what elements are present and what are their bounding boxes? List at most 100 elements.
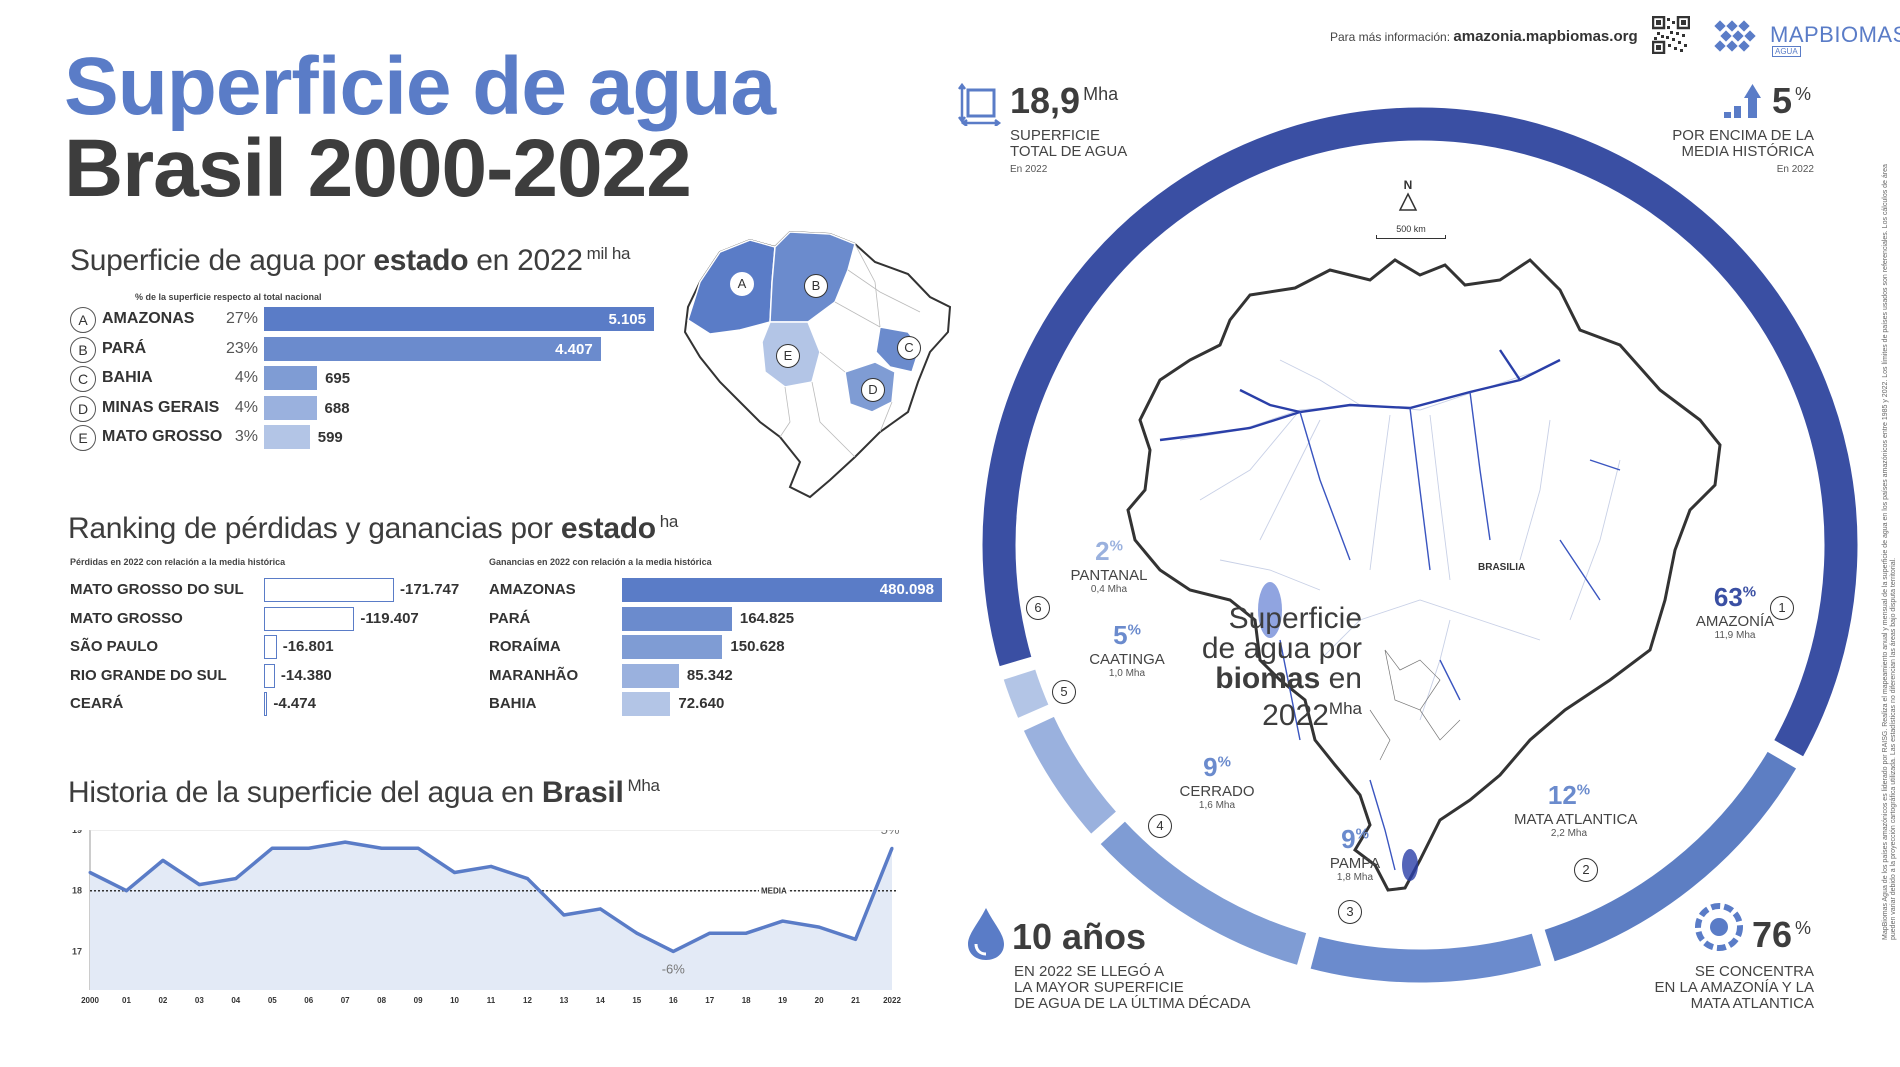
state-bar	[264, 307, 654, 331]
stat-surface-label1: SUPERFICIE	[1010, 127, 1101, 144]
stat-decade-label1: EN 2022 SE LLEGÓ A	[1014, 963, 1165, 980]
state-bar	[264, 395, 317, 420]
biome-name: PAMPA	[1329, 855, 1381, 872]
history-x-tick: 07	[341, 996, 350, 1005]
map-letter-a: A	[730, 272, 754, 296]
history-section-title: Historia de la superficie del agua en Br…	[68, 776, 660, 809]
history-annotation: 4%	[336, 830, 355, 831]
biome-pct: 63%	[1713, 582, 1757, 612]
biome-label: 12% MATA ATLANTICA 2,2 Mha	[1514, 780, 1637, 839]
history-annotation: -6%	[662, 961, 686, 976]
biome-mha: 1,8 Mha	[1336, 872, 1374, 883]
capital-label: BRASILIA	[1478, 562, 1526, 573]
map-letter-d: D	[861, 378, 885, 402]
biome-label: 9% CERRADO 1,6 Mha	[1162, 752, 1272, 811]
biome-number: 5	[1052, 680, 1076, 704]
qr-code-icon	[1651, 15, 1691, 55]
brand-name: MAPBIOMAS	[1770, 22, 1900, 47]
history-x-tick: 13	[559, 996, 568, 1005]
donut-slice	[1093, 814, 1313, 972]
donut-slice	[977, 102, 1863, 764]
history-x-tick: 15	[632, 996, 641, 1005]
state-name: PARÁ	[102, 339, 147, 357]
stat-above-label2: MEDIA HISTÓRICA	[1681, 143, 1814, 160]
loss-bar	[264, 635, 277, 659]
history-point	[416, 846, 420, 850]
history-y-tick: 19	[72, 830, 82, 835]
history-point	[744, 931, 748, 935]
history-point	[453, 871, 457, 874]
side-note: MapBiomas Agua de los países amazónicos …	[1882, 164, 1897, 940]
biomes-title: Superficie de agua por biomas en 2022Mha	[1201, 602, 1362, 732]
biome-number: 6	[1026, 596, 1050, 620]
history-point	[598, 907, 602, 911]
history-point	[671, 949, 675, 953]
state-name: BAHIA	[102, 369, 153, 386]
history-point	[562, 913, 566, 917]
stat-concentration-label2: EN LA AMAZONÍA Y LA	[1654, 979, 1814, 996]
gain-bar	[622, 692, 671, 716]
state-value: 695	[325, 370, 351, 387]
stat-concentration-label1: SE CONCENTRA	[1694, 963, 1814, 980]
map-letter-e: E	[776, 344, 800, 368]
donut-slice	[997, 663, 1055, 725]
history-point	[781, 919, 785, 923]
history-x-tick: 03	[195, 996, 204, 1005]
history-point	[124, 889, 128, 893]
history-x-tick: 06	[304, 996, 313, 1005]
biome-label: 63% AMAZONÍA 11,9 Mha	[1680, 582, 1790, 641]
history-x-tick: 10	[450, 996, 459, 1005]
biome-label: 9% PAMPA 1,8 Mha	[1300, 824, 1410, 883]
loss-value: -16.801	[282, 638, 334, 655]
history-annotation: 5%	[881, 830, 900, 837]
donut-slice	[1304, 927, 1548, 988]
biome-pct: 12%	[1547, 780, 1591, 810]
history-x-tick: 18	[742, 996, 751, 1005]
biome-mha: 11,9 Mha	[1714, 630, 1756, 641]
state-letter: D	[70, 395, 96, 422]
stat-decade-value: 10 años	[1012, 916, 1147, 957]
history-point	[380, 846, 384, 850]
history-x-tick: 02	[158, 996, 167, 1005]
gain-bar	[622, 663, 679, 688]
history-x-tick: 04	[231, 996, 240, 1005]
state-pct: 27%	[225, 310, 258, 327]
history-point	[635, 931, 639, 935]
history-point	[161, 858, 165, 862]
history-point	[890, 846, 894, 850]
loss-value: -14.380	[280, 666, 332, 684]
history-y-tick: 18	[72, 886, 82, 896]
gain-state-name: RORAÍMA	[489, 638, 561, 655]
loss-value: -119.407	[360, 609, 419, 627]
history-x-tick: 16	[669, 996, 678, 1005]
north-label: N	[1403, 178, 1413, 192]
state-value: 4.407	[555, 340, 593, 358]
history-x-tick: 2000	[81, 996, 99, 1005]
loss-state-name: MATO GROSSO DO SUL	[70, 581, 244, 598]
stat-above-label1: POR ENCIMA DE LA	[1672, 127, 1814, 144]
stat-concentration-label3: MATA ATLANTICA	[1690, 995, 1814, 1012]
info-url[interactable]: amazonia.mapbiomas.org	[1453, 28, 1638, 45]
state-pct: 3%	[234, 428, 258, 445]
biome-name: PANTANAL	[1070, 567, 1148, 584]
gain-value: 150.628	[730, 638, 785, 655]
states-section-title: Superficie de agua por estado en 2022 mil…	[70, 244, 631, 277]
biome-label: 2% PANTANAL 0,4 Mha	[1054, 536, 1164, 595]
ranking-section-title: Ranking de pérdidas y ganancias por esta…	[68, 512, 679, 545]
history-x-tick: 09	[414, 996, 423, 1005]
gain-state-name: MARANHÃO	[489, 666, 579, 684]
gain-state-name: PARÁ	[489, 609, 531, 627]
mapbiomas-logo-icon	[1714, 20, 1756, 52]
biome-name: AMAZONÍA	[1695, 613, 1775, 630]
losses-note: Pérdidas en 2022 con relación a la media…	[70, 557, 286, 567]
stat-surface-label2: TOTAL DE AGUA	[1010, 143, 1128, 160]
resize-icon	[958, 80, 1004, 127]
history-point	[307, 846, 311, 850]
scale-bar: 500 km	[1376, 224, 1446, 239]
state-name: AMAZONAS	[102, 310, 195, 327]
gain-value: 164.825	[739, 609, 795, 627]
loss-bar	[264, 606, 355, 631]
stat-above-value: 5%	[1772, 80, 1812, 121]
page-title-line2: Brasil 2000-2022	[64, 123, 692, 214]
biome-number: 4	[1148, 814, 1172, 838]
